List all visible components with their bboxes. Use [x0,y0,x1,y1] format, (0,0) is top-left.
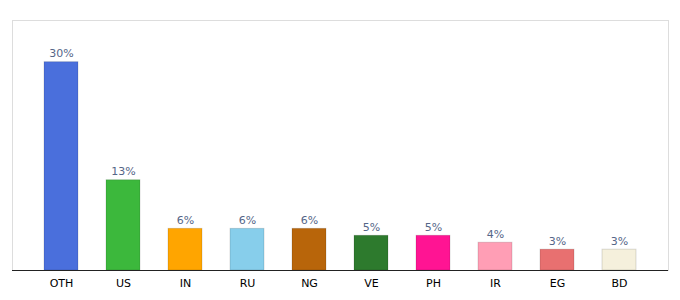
svg-text:4%: 4% [487,228,504,241]
svg-text:US: US [116,277,131,290]
svg-text:13%: 13% [111,165,135,178]
svg-text:IR: IR [490,277,501,290]
svg-text:6%: 6% [239,214,256,227]
svg-text:VE: VE [364,277,379,290]
svg-text:PH: PH [426,277,441,290]
svg-text:NG: NG [301,277,318,290]
svg-text:IN: IN [180,277,191,290]
svg-text:30%: 30% [49,47,73,60]
svg-text:BD: BD [611,277,627,290]
svg-text:3%: 3% [549,235,566,248]
svg-text:3%: 3% [611,235,628,248]
svg-text:EG: EG [550,277,565,290]
svg-text:6%: 6% [177,214,194,227]
svg-text:5%: 5% [425,221,442,234]
svg-text:RU: RU [240,277,256,290]
svg-text:5%: 5% [363,221,380,234]
svg-text:OTH: OTH [50,277,74,290]
svg-text:6%: 6% [301,214,318,227]
